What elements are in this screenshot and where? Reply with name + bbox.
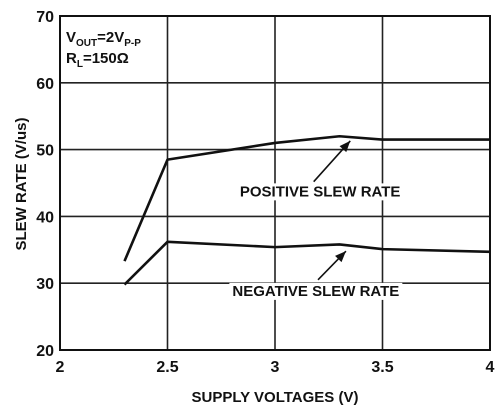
y-axis-title: SLEW RATE (V/us) <box>13 117 30 250</box>
condition-vout: VOUT=2VP-P <box>66 29 141 49</box>
grid <box>60 16 490 350</box>
series-lines <box>123 134 491 286</box>
series-label-negative: NEGATIVE SLEW RATE <box>232 283 399 300</box>
x-axis-title: SUPPLY VOLTAGES (V) <box>192 389 359 406</box>
series-label-positive: POSITIVE SLEW RATE <box>240 183 401 200</box>
annotation-arrow-head <box>339 140 351 153</box>
series-label-background <box>229 282 403 300</box>
series-line-positive <box>123 134 490 262</box>
plot-frame <box>59 15 491 351</box>
y-tick-label: 60 <box>36 76 54 93</box>
y-tick-label: 50 <box>36 143 54 160</box>
condition-rl: RL=150Ω <box>66 50 129 70</box>
x-tick-label: 2.5 <box>156 359 178 376</box>
y-tick-label: 70 <box>36 9 54 26</box>
annotation-arrows <box>313 140 351 281</box>
annotation-arrow-head <box>335 251 346 263</box>
series-labels: POSITIVE SLEW RATE NEGATIVE SLEW RATE <box>229 183 404 300</box>
y-tick-label: 40 <box>36 209 54 226</box>
y-tick-label: 20 <box>36 343 54 360</box>
series-line-negative <box>123 240 491 286</box>
series-label-background <box>236 183 404 201</box>
y-tick-label: 30 <box>36 276 54 293</box>
x-tick-label: 3 <box>271 359 280 376</box>
x-tick-label: 2 <box>56 359 65 376</box>
x-tick-label: 3.5 <box>371 359 393 376</box>
y-tick-labels: 20 30 40 50 60 70 <box>36 9 54 360</box>
x-tick-labels: 2 2.5 3 3.5 4 <box>56 359 495 376</box>
x-tick-label: 4 <box>486 359 495 376</box>
